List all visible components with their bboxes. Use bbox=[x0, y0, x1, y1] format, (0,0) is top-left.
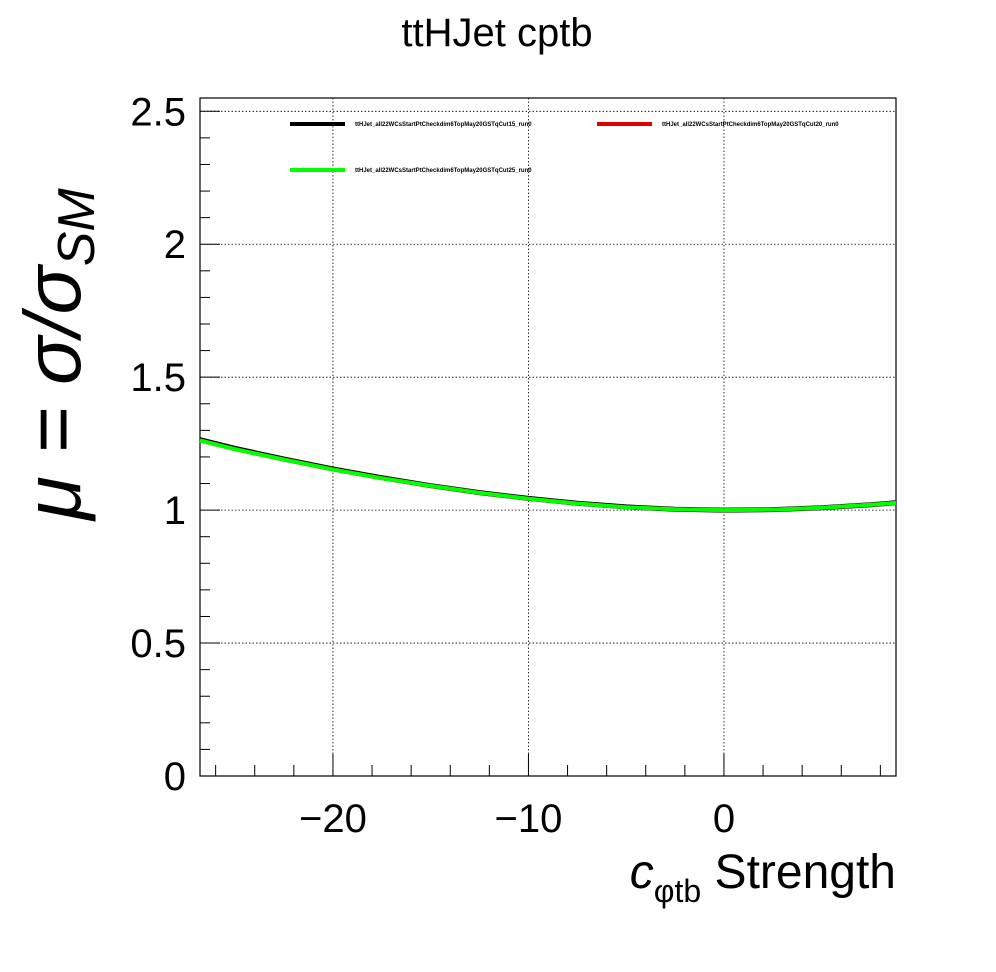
x-axis-symbol: c bbox=[630, 846, 654, 899]
legend-label-series-2: ttHJet_all22WCsStartPtCheckdim6TopMay20G… bbox=[662, 122, 839, 128]
x-axis-title: cφtb Strength bbox=[630, 846, 896, 909]
legend-label-series-3: ttHJet_all22WCsStartPtCheckdim6TopMay20G… bbox=[355, 168, 532, 174]
chart-title: ttHJet cptb bbox=[401, 11, 592, 55]
y-tick-labels: 0 0.5 1 1.5 2 2.5 bbox=[130, 90, 186, 799]
y-tick-label: 0.5 bbox=[130, 622, 186, 666]
y-tick-label: 2 bbox=[164, 223, 186, 267]
x-tick-label: 0 bbox=[713, 797, 735, 841]
plot-frame bbox=[199, 97, 897, 777]
legend-label-series-1: ttHJet_all22WCsStartPtCheckdim6TopMay20G… bbox=[355, 122, 532, 128]
series-lines bbox=[199, 437, 897, 513]
x-axis-text: Strength bbox=[715, 846, 896, 899]
x-tick-labels: −20 −10 0 bbox=[299, 797, 735, 841]
x-tick-label: −10 bbox=[495, 797, 563, 841]
x-tick-label: −20 bbox=[299, 797, 367, 841]
series-line-3 bbox=[199, 438, 897, 513]
axis-ticks bbox=[200, 110, 881, 777]
grid-lines bbox=[200, 98, 896, 777]
y-axis-title: μ = σ/σSM bbox=[8, 188, 106, 522]
y-tick-label: 1.5 bbox=[130, 356, 186, 400]
y-axis-subscript: SM bbox=[48, 188, 106, 267]
y-axis-prefix: μ = σ/σ bbox=[8, 264, 97, 522]
y-tick-label: 0 bbox=[164, 755, 186, 799]
legend: ttHJet_all22WCsStartPtCheckdim6TopMay20G… bbox=[290, 122, 839, 174]
x-axis-subscript: φtb bbox=[654, 873, 701, 909]
y-tick-label: 1 bbox=[164, 489, 186, 533]
y-tick-label: 2.5 bbox=[130, 90, 186, 134]
